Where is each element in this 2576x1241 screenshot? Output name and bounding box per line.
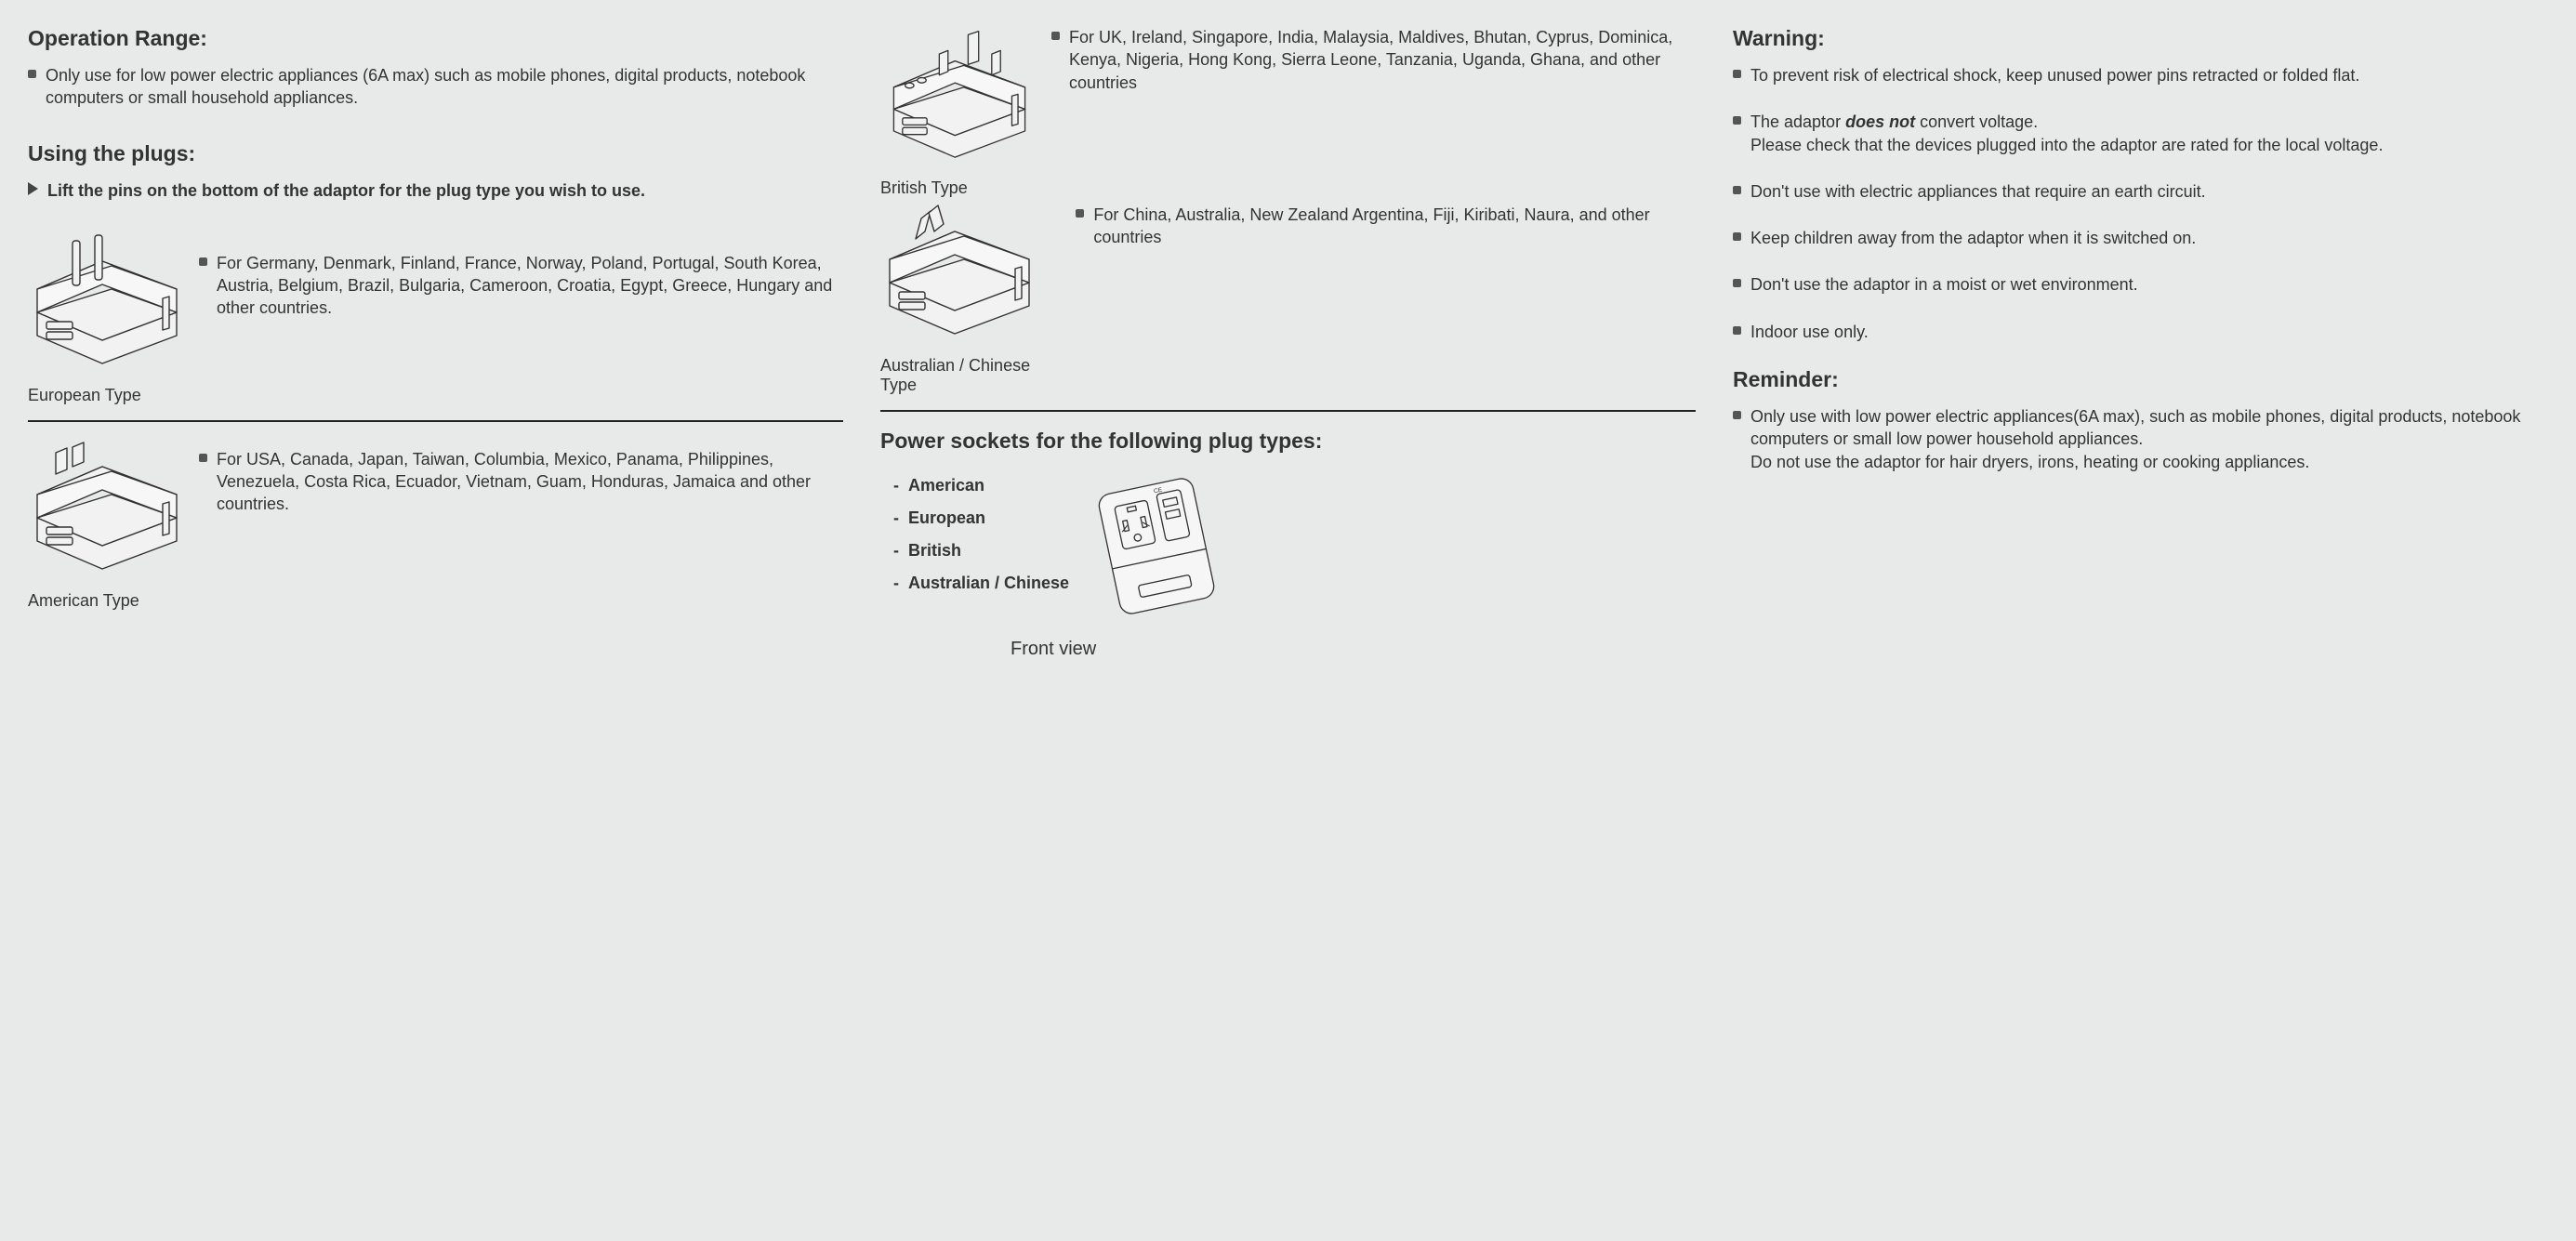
australian-caption: Australian / Chinese Type (880, 356, 1063, 395)
socket-type-item: -American (893, 476, 1069, 495)
heading-power-sockets: Power sockets for the following plug typ… (880, 429, 1696, 454)
socket-type-label: European (908, 508, 985, 528)
british-plug-figure: British Type (880, 26, 1038, 198)
socket-type-item: -British (893, 541, 1069, 561)
british-desc: For UK, Ireland, Singapore, India, Malay… (1069, 26, 1696, 94)
square-bullet-icon (28, 70, 36, 78)
square-bullet-icon (199, 257, 207, 266)
divider (880, 410, 1696, 412)
operation-range-item: Only use for low power electric applianc… (28, 64, 843, 110)
front-view-caption: Front view (1011, 639, 1696, 660)
socket-type-item: -European (893, 508, 1069, 528)
heading-warning: Warning: (1733, 26, 2548, 51)
heading-reminder: Reminder: (1733, 367, 2548, 392)
dash-icon: - (893, 476, 899, 495)
european-plug-icon (28, 233, 186, 382)
warning-item: Indoor use only. (1733, 321, 2548, 343)
dash-icon: - (893, 574, 899, 593)
american-caption: American Type (28, 591, 139, 611)
warning-text: Keep children away from the adaptor when… (1750, 227, 2196, 249)
british-caption: British Type (880, 178, 968, 198)
american-desc: For USA, Canada, Japan, Taiwan, Columbia… (217, 448, 843, 516)
warning-item: Don't use with electric appliances that … (1733, 180, 2548, 203)
column-left: Operation Range: Only use for low power … (28, 26, 843, 1215)
warning-text: To prevent risk of electrical shock, kee… (1750, 64, 2359, 86)
warning-item: Keep children away from the adaptor when… (1733, 227, 2548, 249)
square-bullet-icon (1733, 186, 1741, 194)
triangle-pointer-icon (28, 182, 38, 195)
square-bullet-icon (1733, 232, 1741, 241)
european-plug-figure: European Type (28, 233, 186, 405)
american-plug-icon (28, 439, 186, 587)
square-bullet-icon (1733, 70, 1741, 78)
reminder-item: Only use with low power electric applian… (1733, 405, 2548, 473)
american-plug-block: American Type For USA, Canada, Japan, Ta… (28, 439, 843, 611)
warning-text: Don't use the adaptor in a moist or wet … (1750, 273, 2138, 296)
european-plug-block: European Type For Germany, Denmark, Finl… (28, 233, 843, 405)
square-bullet-icon (1051, 32, 1060, 40)
socket-type-list: -American-European-British-Australian / … (893, 476, 1069, 639)
operation-range-text: Only use for low power electric applianc… (46, 64, 843, 110)
warning-text: Don't use with electric appliances that … (1750, 180, 2206, 203)
warning-text: The adaptor does not convert voltage. Pl… (1750, 111, 2383, 156)
square-bullet-icon (1733, 326, 1741, 335)
front-view-icon: CE (1088, 467, 1227, 634)
warning-text: Indoor use only. (1750, 321, 1869, 343)
british-plug-icon (880, 26, 1038, 175)
square-bullet-icon (199, 454, 207, 462)
heading-using-plugs: Using the plugs: (28, 141, 843, 166)
dash-icon: - (893, 541, 899, 561)
square-bullet-icon (1733, 279, 1741, 287)
socket-type-label: British (908, 541, 961, 561)
socket-type-item: -Australian / Chinese (893, 574, 1069, 593)
warning-item: Don't use the adaptor in a moist or wet … (1733, 273, 2548, 296)
australian-plug-figure: Australian / Chinese Type (880, 204, 1063, 395)
using-plugs-item: Lift the pins on the bottom of the adapt… (28, 179, 843, 202)
using-plugs-text: Lift the pins on the bottom of the adapt… (47, 179, 645, 202)
square-bullet-icon (1733, 116, 1741, 125)
column-right: Warning: To prevent risk of electrical s… (1733, 26, 2548, 1215)
front-view-figure: CE (1088, 467, 1227, 639)
dash-icon: - (893, 508, 899, 528)
square-bullet-icon (1076, 209, 1084, 218)
european-desc: For Germany, Denmark, Finland, France, N… (217, 252, 843, 320)
australian-plug-block: Australian / Chinese Type For China, Aus… (880, 204, 1696, 395)
british-plug-block: British Type For UK, Ireland, Singapore,… (880, 26, 1696, 198)
socket-type-label: American (908, 476, 984, 495)
divider (28, 420, 843, 422)
column-middle: British Type For UK, Ireland, Singapore,… (880, 26, 1696, 1215)
european-caption: European Type (28, 386, 141, 405)
socket-type-label: Australian / Chinese (908, 574, 1069, 593)
warning-item: To prevent risk of electrical shock, kee… (1733, 64, 2548, 86)
heading-operation-range: Operation Range: (28, 26, 843, 51)
warning-list: To prevent risk of electrical shock, kee… (1733, 64, 2548, 367)
square-bullet-icon (1733, 411, 1741, 419)
australian-desc: For China, Australia, New Zealand Argent… (1093, 204, 1696, 249)
australian-plug-icon (880, 204, 1038, 352)
reminder-text: Only use with low power electric applian… (1750, 405, 2548, 473)
american-plug-figure: American Type (28, 439, 186, 611)
warning-item: The adaptor does not convert voltage. Pl… (1733, 111, 2548, 156)
